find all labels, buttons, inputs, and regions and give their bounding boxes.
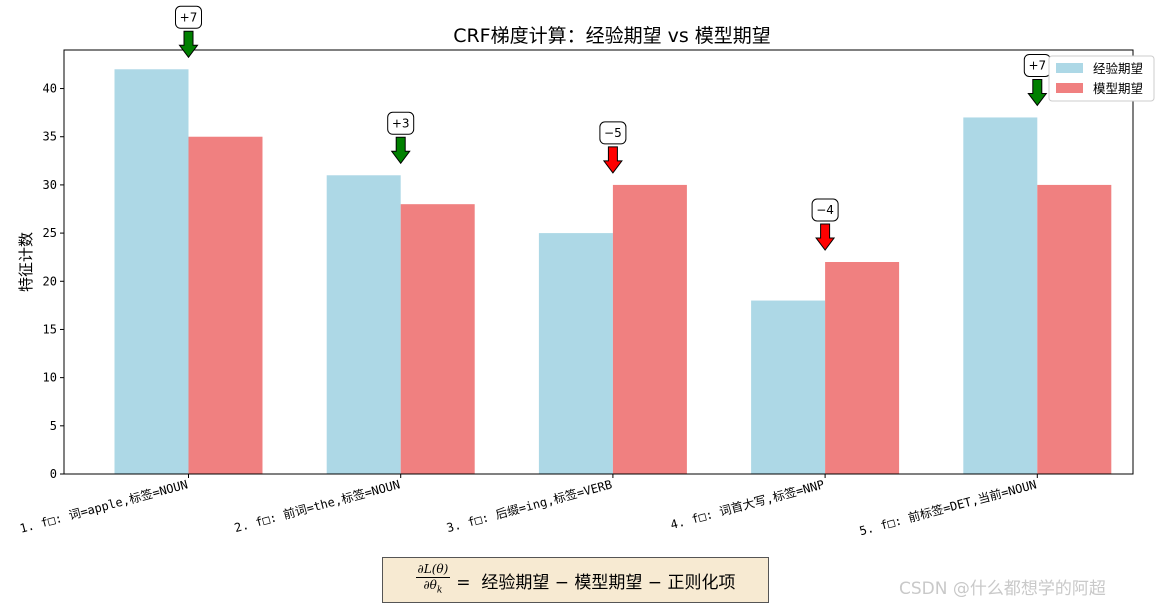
y-tick-label: 35 — [43, 130, 57, 144]
bar-empirical-2 — [326, 175, 401, 475]
bar-model-1 — [188, 136, 263, 474]
y-tick-label: 10 — [43, 371, 57, 385]
bar-empirical-5 — [963, 117, 1038, 475]
y-axis-label: 特征计数 — [17, 232, 35, 292]
legend-label: 模型期望 — [1093, 81, 1143, 96]
y-tick-label: 5 — [50, 419, 57, 433]
x-tick-label: 5. f□: 前标签=DET,当前=NOUN — [858, 476, 1038, 538]
difference-label-box-1 — [175, 5, 202, 29]
difference-arrow-4 — [815, 223, 836, 251]
difference-label-4: −4 — [816, 203, 834, 217]
legend-label: 经验期望 — [1093, 61, 1143, 76]
y-tick-label: 15 — [43, 322, 57, 336]
y-tick-label: 0 — [50, 467, 57, 481]
formula-box: ∂L(θ) ∂θk = 经验期望 − 模型期望 − 正则化项 — [382, 557, 769, 603]
plot-area: 0 5 10 15 20 25 30 35 40 1. f□: 词=apple,标签=NOUN 2.… — [18, 5, 1155, 538]
difference-label-box-3 — [599, 121, 627, 145]
formula-numerator: ∂L(θ) — [415, 561, 451, 578]
legend-swatch — [1056, 83, 1083, 93]
legend-swatch — [1056, 63, 1083, 73]
difference-arrow-2 — [390, 136, 411, 165]
x-tick-label: 1. f□: 词=apple,标签=NOUN — [18, 476, 189, 535]
bar-empirical-3 — [538, 233, 613, 474]
bar-model-3 — [612, 184, 687, 474]
difference-label-box-2 — [387, 111, 415, 135]
formula-denominator: ∂θk — [423, 578, 442, 598]
x-tick-label: 2. f□: 前词=the,标签=NOUN — [233, 476, 402, 535]
y-tick-label: 25 — [43, 226, 57, 240]
formula-denominator-symbol: ∂θ — [423, 577, 437, 592]
difference-arrow-5 — [1027, 78, 1048, 107]
watermark: CSDN @什么都想学的阿超 — [899, 579, 1106, 599]
bar-model-2 — [400, 204, 475, 474]
formula-rhs: = 经验期望 − 模型期望 − 正则化项 — [456, 572, 736, 593]
bar-model-4 — [825, 262, 900, 474]
formula-denominator-subscript: k — [436, 585, 443, 596]
difference-label-2: +3 — [392, 116, 410, 130]
y-tick-label: 20 — [43, 274, 57, 288]
bar-model-5 — [1037, 184, 1112, 474]
difference-label-3: −5 — [604, 126, 622, 140]
difference-label-5: +7 — [1028, 58, 1046, 72]
bar-empirical-4 — [751, 300, 826, 474]
difference-label-1: +7 — [180, 10, 198, 24]
bar-empirical-1 — [114, 69, 189, 474]
difference-label-box-4 — [811, 198, 839, 222]
y-tick-label: 30 — [43, 178, 57, 192]
difference-arrow-1 — [178, 30, 199, 59]
axes-frame — [63, 49, 1134, 475]
formula-fraction: ∂L(θ) ∂θk — [415, 561, 451, 598]
y-tick-label: 40 — [43, 82, 57, 96]
x-tick-label: 3. f□: 后缀=ing,标签=VERB — [445, 476, 614, 535]
chart-title: CRF梯度计算：经验期望 vs 模型期望 — [453, 25, 771, 47]
x-tick-label: 4. f□: 词首大写,标签=NNP — [669, 476, 826, 532]
difference-arrow-3 — [602, 146, 623, 174]
